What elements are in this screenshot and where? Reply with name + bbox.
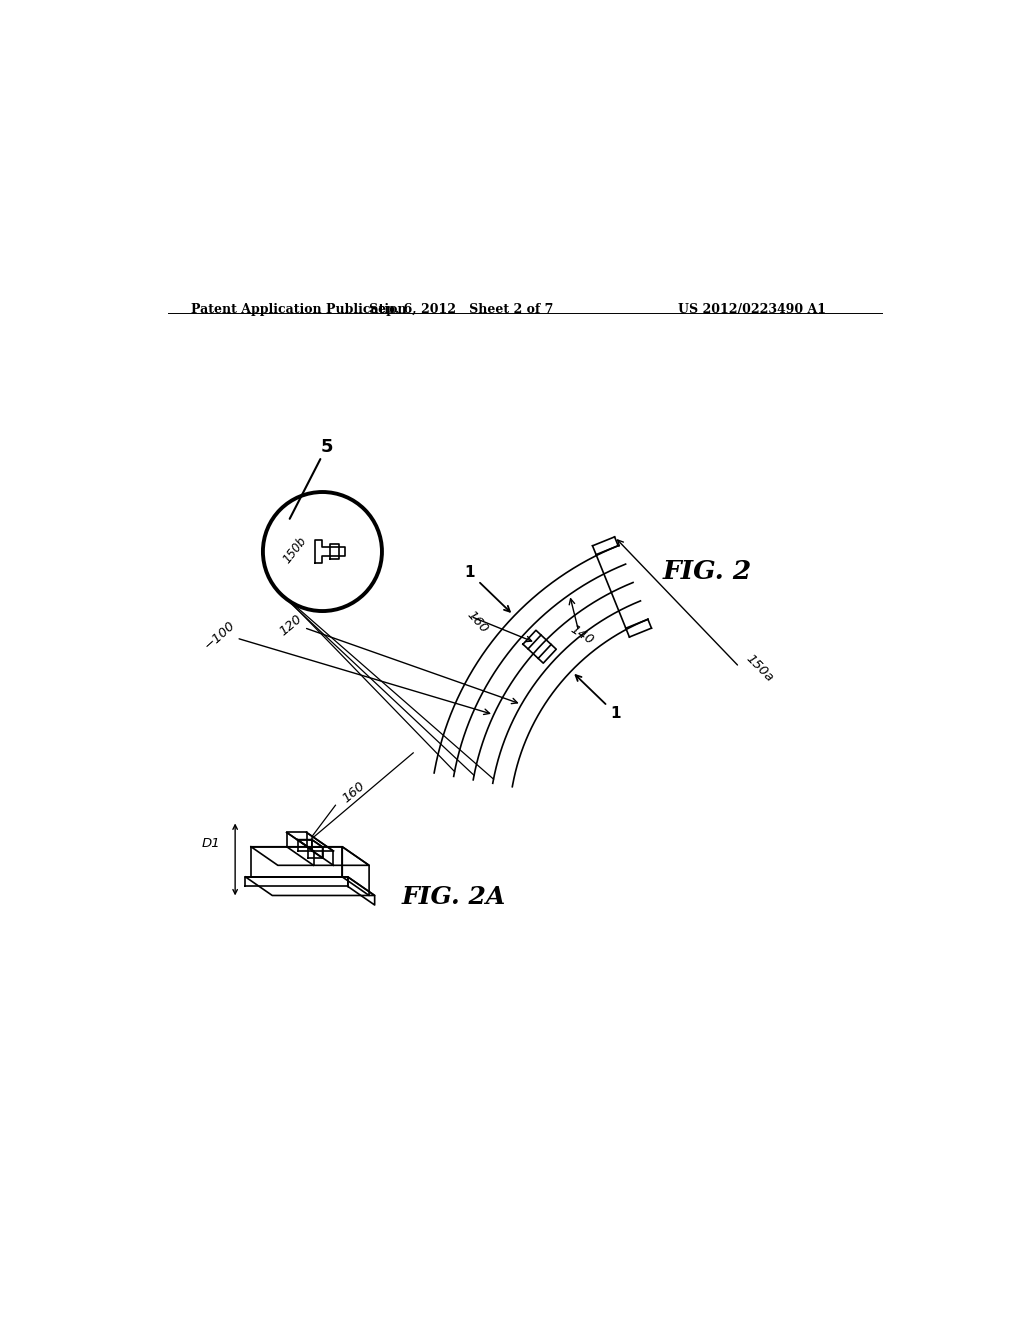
Text: D1: D1: [202, 837, 220, 850]
Text: 150a: 150a: [743, 652, 776, 685]
Text: 160: 160: [464, 609, 490, 636]
Text: Patent Application Publication: Patent Application Publication: [191, 304, 407, 315]
Text: 5: 5: [290, 438, 333, 519]
Text: 120: 120: [276, 612, 304, 639]
Text: Sep. 6, 2012   Sheet 2 of 7: Sep. 6, 2012 Sheet 2 of 7: [369, 304, 554, 315]
Text: 1: 1: [610, 706, 622, 722]
Text: FIG. 2A: FIG. 2A: [401, 884, 506, 908]
Text: FIG. 2: FIG. 2: [663, 558, 752, 583]
Text: 160: 160: [340, 779, 368, 805]
Text: 140: 140: [568, 623, 596, 647]
Text: US 2012/0223490 A1: US 2012/0223490 A1: [678, 304, 826, 315]
Text: −100: −100: [202, 618, 238, 652]
Text: 150b: 150b: [281, 535, 309, 566]
Text: 1: 1: [465, 565, 475, 581]
